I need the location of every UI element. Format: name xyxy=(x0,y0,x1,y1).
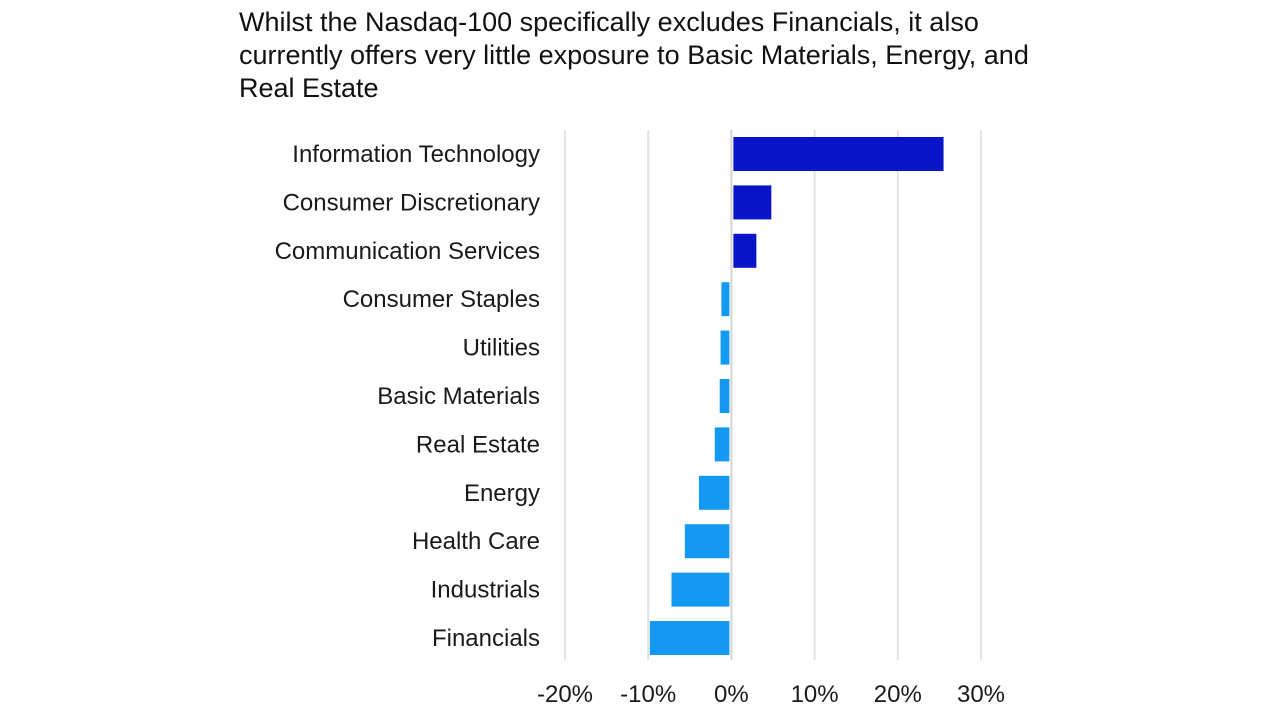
x-tick-label: 20% xyxy=(874,681,922,708)
bar-basic-materials xyxy=(719,379,730,413)
category-label-consumer-staples: Consumer Staples xyxy=(343,286,540,313)
category-label-energy: Energy xyxy=(464,480,540,507)
bars xyxy=(649,137,944,655)
x-tick-label: -10% xyxy=(620,681,676,708)
x-tick-label: 10% xyxy=(791,681,839,708)
category-label-industrials: Industrials xyxy=(431,577,540,604)
x-tick-label: 0% xyxy=(714,681,749,708)
bar-financials xyxy=(649,621,730,655)
bar-information-technology xyxy=(733,137,944,171)
bar-real-estate xyxy=(714,427,730,462)
category-label-communication-services: Communication Services xyxy=(275,238,540,265)
category-label-financials: Financials xyxy=(432,625,540,652)
x-tick-label: -20% xyxy=(537,681,593,708)
category-label-information-technology: Information Technology xyxy=(292,141,540,168)
bar-consumer-staples xyxy=(721,282,730,317)
category-label-utilities: Utilities xyxy=(463,335,540,362)
bar-energy xyxy=(698,475,730,510)
bar-consumer-discretionary xyxy=(733,185,772,220)
category-label-real-estate: Real Estate xyxy=(416,431,540,458)
x-axis-tick-labels: -20% -10% 0% 10% 20% 30% xyxy=(537,681,1005,708)
bar-utilities xyxy=(720,330,730,365)
chart-title: Whilst the Nasdaq-100 specifically exclu… xyxy=(239,7,1029,103)
bar-communication-services xyxy=(733,233,757,268)
category-label-consumer-discretionary: Consumer Discretionary xyxy=(283,189,540,216)
bar-industrials xyxy=(671,572,730,607)
category-label-basic-materials: Basic Materials xyxy=(377,383,540,410)
x-tick-label: 30% xyxy=(957,681,1005,708)
gridlines xyxy=(564,130,982,660)
category-label-health-care: Health Care xyxy=(412,528,540,555)
bar-health-care xyxy=(684,524,730,559)
category-labels: Information Technology Consumer Discretio… xyxy=(275,141,540,652)
